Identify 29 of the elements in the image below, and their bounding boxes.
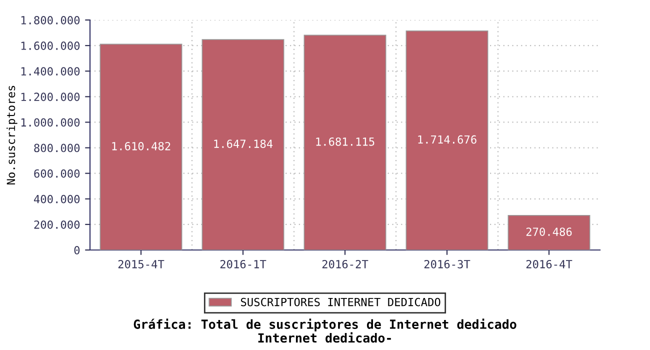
y-tick-label: 1.600.000 bbox=[21, 42, 80, 50]
y-tick-label: 0 bbox=[74, 246, 80, 254]
y-tick-label: 1.800.000 bbox=[21, 16, 80, 24]
legend-label: SUSCRIPTORES INTERNET DEDICADO bbox=[240, 298, 440, 306]
y-axis-title: No.suscriptores bbox=[6, 86, 18, 184]
x-tick-label: 2015-4T bbox=[118, 260, 164, 268]
y-tick-label: 1.200.000 bbox=[21, 92, 80, 102]
text: Internet dedicado- bbox=[258, 332, 391, 343]
data-label: 1.647.184 bbox=[214, 140, 273, 148]
text: Gráfica: Total de suscriptores de Internet dedicado bbox=[134, 318, 516, 332]
y-tick-label: 600.000 bbox=[34, 169, 80, 178]
bar bbox=[508, 215, 590, 250]
y-tick-label: 800.000 bbox=[34, 144, 80, 152]
x-tick-label: 2016-3T bbox=[424, 260, 470, 268]
data-label: 1.681.115 bbox=[316, 137, 374, 146]
bar bbox=[100, 44, 182, 250]
x-tick-label: 2016-4T bbox=[526, 260, 572, 268]
data-label: 1.714.676 bbox=[418, 135, 476, 144]
y-tick-label: 1.000.000 bbox=[21, 118, 80, 127]
y-tick-label: 400.000 bbox=[34, 194, 80, 204]
x-tick-label: 2016-1T bbox=[220, 260, 266, 268]
x-tick-label: 2016-2T bbox=[322, 260, 368, 268]
bar bbox=[406, 30, 488, 250]
data-label: 270.486 bbox=[526, 228, 572, 236]
bar bbox=[304, 34, 386, 250]
bar bbox=[202, 39, 284, 250]
y-tick-label: 1.400.000 bbox=[21, 67, 80, 76]
data-label: 1.610.482 bbox=[112, 142, 170, 150]
y-tick-label: 200.000 bbox=[34, 220, 80, 229]
